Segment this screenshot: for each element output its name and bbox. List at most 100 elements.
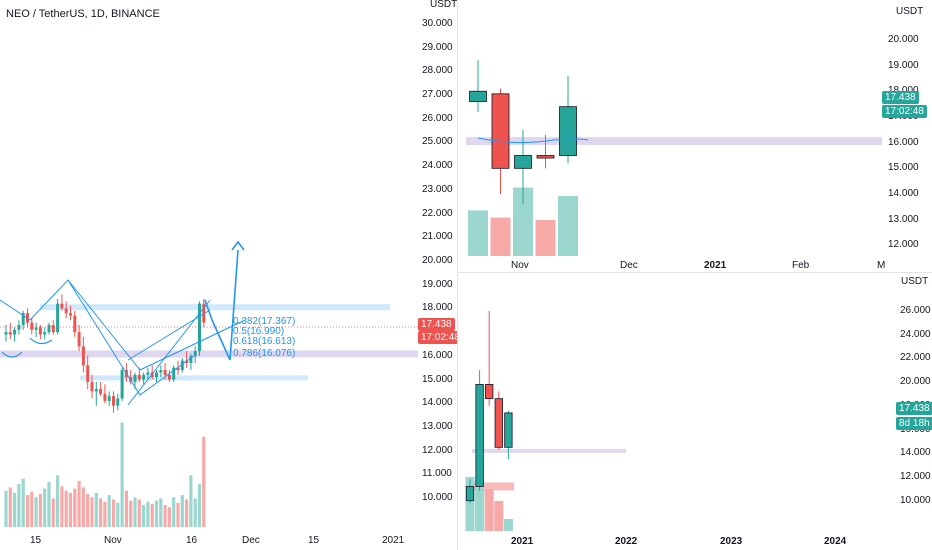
price-tick: 20.000: [422, 255, 453, 266]
weekly-tick-m: M: [877, 260, 886, 271]
time-tick-2021: 2021: [382, 535, 405, 546]
time-tick-15b: 15: [308, 535, 320, 546]
weekly-price-axis-unit: USDT: [896, 6, 924, 17]
volume-bar: [34, 497, 38, 527]
volume-bar: [77, 480, 81, 527]
volume-bar: [107, 495, 111, 527]
fib-baseline: [139, 319, 246, 371]
volume-bar: [513, 187, 533, 256]
daily-price-axis[interactable]: USDT 30.000 29.000 28.000 27.000 26.000 25.00…: [418, 0, 462, 530]
candle-body: [38, 327, 42, 335]
candle-body: [491, 93, 510, 169]
monthly-tick-2021: 2021: [511, 536, 534, 547]
volume-bar: [468, 210, 488, 256]
candle-body: [176, 367, 180, 371]
weekly-price-axis[interactable]: USDT 20.00019.00018.00017.00016.00015.00…: [882, 0, 932, 256]
time-tick-nov: Nov: [104, 535, 122, 546]
price-tick: 26.000: [422, 112, 453, 124]
weekly-time-axis[interactable]: Nov Dec 2021 Feb M: [458, 256, 932, 272]
candle-body: [485, 384, 494, 400]
blue-resistance-zone: [40, 304, 390, 311]
price-tick: 24.000: [422, 160, 453, 172]
volume-bar: [172, 497, 176, 527]
vertical-divider[interactable]: [457, 0, 458, 550]
candle-body: [69, 313, 72, 316]
weekly-chart-panel[interactable]: [458, 0, 882, 256]
blue-support-zone: [80, 375, 308, 381]
horizontal-divider[interactable]: [458, 272, 932, 273]
volume-bar: [535, 220, 556, 256]
daily-time-axis[interactable]: 15 Nov 16 Dec 15 2021: [0, 530, 418, 550]
candle-body: [77, 332, 81, 347]
candle-body: [56, 303, 60, 333]
candle-body: [103, 393, 107, 401]
weekly-countdown-tag: 17:02:48: [882, 105, 927, 118]
weekly-last-price-tag: 17.438: [882, 91, 919, 104]
curve-marker-left: [1, 351, 23, 358]
candle-body: [133, 374, 137, 382]
candle-body: [86, 365, 90, 382]
candle-body: [159, 370, 163, 373]
price-tick: 19.000: [422, 278, 453, 290]
candle-body: [137, 374, 141, 380]
candle-body: [155, 372, 158, 378]
time-tick-dec: Dec: [242, 535, 260, 546]
volume-bar: [193, 498, 197, 527]
candle-body: [8, 332, 12, 335]
candle-body: [475, 384, 484, 487]
volume-bar: [56, 475, 60, 527]
monthly-chart-canvas[interactable]: [458, 273, 882, 531]
weekly-purple-zone: [466, 137, 882, 146]
candle-body: [64, 308, 68, 314]
monthly-chart-panel[interactable]: [458, 273, 882, 531]
weekly-moving-average: [477, 137, 589, 144]
candle-body: [142, 374, 146, 380]
price-tick: 18.000: [888, 85, 919, 96]
volume-bar: [38, 494, 42, 527]
candle-body: [494, 398, 503, 448]
volume-bar: [475, 480, 485, 531]
volume-bar: [120, 422, 124, 527]
price-tick: 10.000: [422, 492, 453, 504]
volume-bar: [129, 500, 133, 527]
candle-body: [465, 486, 475, 502]
volume-bar: [558, 196, 578, 256]
candle-body: [112, 396, 115, 406]
trendline-rising-lower: [127, 299, 211, 406]
candle-body: [99, 389, 103, 394]
trendline-channel-lower: [67, 279, 196, 396]
price-tick: 19.000: [888, 59, 919, 71]
candle-body: [180, 360, 184, 371]
candle-body: [514, 155, 532, 169]
volume-bar: [25, 495, 30, 527]
weekly-tick-nov: Nov: [511, 260, 529, 271]
daily-chart-canvas[interactable]: [0, 0, 418, 550]
candle-body: [469, 90, 487, 102]
price-tick: 20.000: [900, 376, 931, 388]
candle-body: [193, 351, 197, 356]
volume-bar: [150, 503, 154, 527]
price-tick: 22.000: [422, 207, 453, 219]
volume-bar: [133, 497, 137, 527]
price-tick: 26.000: [900, 304, 931, 316]
volume-bar: [99, 498, 103, 527]
candle-body: [81, 346, 85, 366]
curve-marker-mid: [29, 337, 53, 345]
volume-bar: [103, 501, 107, 527]
price-tick: 16.000: [888, 136, 919, 148]
trendline-rising-upper: [127, 309, 211, 361]
monthly-price-axis[interactable]: USDT 26.00024.00022.00020.00018.00016.00…: [882, 273, 932, 531]
daily-chart-panel[interactable]: NEO / TetherUS, 1D, BINANCE 0.382(17.367…: [0, 0, 418, 550]
candle-body: [150, 372, 154, 378]
price-tick: 12.000: [900, 470, 931, 482]
weekly-chart-canvas[interactable]: [458, 0, 882, 256]
price-tick: 30.000: [422, 17, 453, 29]
volume-bar: [47, 481, 51, 527]
candle-body: [202, 303, 206, 323]
volume-bar: [4, 490, 8, 527]
price-tick: 24.000: [900, 328, 931, 340]
monthly-countdown-tag: 8d 18h: [896, 417, 932, 430]
candle-body: [90, 381, 94, 392]
monthly-time-axis[interactable]: 2021 2022 2023 2024: [458, 531, 932, 550]
volume-bar: [176, 502, 180, 527]
